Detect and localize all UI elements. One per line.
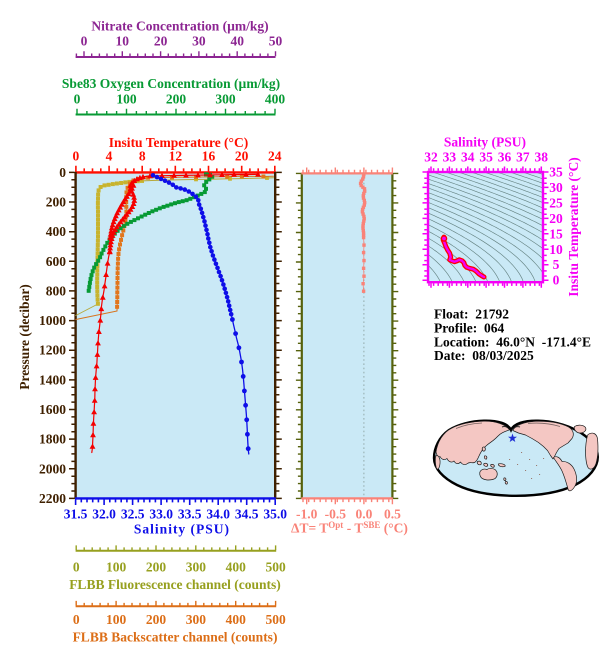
- svg-text:30: 30: [192, 34, 206, 49]
- svg-text:200: 200: [146, 560, 167, 575]
- svg-text:500: 500: [265, 612, 286, 627]
- svg-text:31.5: 31.5: [64, 507, 88, 522]
- svg-text:33: 33: [443, 150, 457, 165]
- svg-text:0: 0: [74, 92, 81, 107]
- svg-text:Sbe83 Oxygen Concentration (µm: Sbe83 Oxygen Concentration (µm/kg): [62, 76, 280, 91]
- svg-text:34.0: 34.0: [206, 507, 230, 522]
- svg-text:20: 20: [235, 149, 249, 164]
- svg-text:0: 0: [59, 165, 66, 180]
- svg-text:25: 25: [549, 195, 563, 210]
- svg-text:1200: 1200: [39, 343, 66, 358]
- svg-text:Pressure (decibar): Pressure (decibar): [17, 284, 32, 390]
- svg-text:600: 600: [46, 254, 67, 269]
- svg-text:300: 300: [186, 612, 207, 627]
- svg-text:32.5: 32.5: [121, 507, 145, 522]
- svg-text:24: 24: [268, 149, 282, 164]
- svg-text:ΔT= TOpt - TSBE (°C): ΔT= TOpt - TSBE (°C): [291, 520, 408, 536]
- svg-text:4: 4: [106, 149, 113, 164]
- svg-text:40: 40: [230, 34, 244, 49]
- svg-text:0: 0: [73, 560, 80, 575]
- svg-text:0: 0: [73, 612, 80, 627]
- svg-text:200: 200: [146, 612, 167, 627]
- svg-text:Location: 46.0°N -171.4°E: Location: 46.0°N -171.4°E: [434, 334, 591, 349]
- svg-text:FLBB Fluorescence channel (cou: FLBB Fluorescence channel (counts): [69, 577, 281, 592]
- svg-text:10: 10: [549, 242, 563, 257]
- svg-text:0: 0: [73, 149, 80, 164]
- svg-text:100: 100: [116, 92, 137, 107]
- svg-text:Nitrate Concentration (µm/kg): Nitrate Concentration (µm/kg): [91, 19, 268, 34]
- svg-text:400: 400: [265, 92, 286, 107]
- svg-text:35: 35: [549, 164, 563, 179]
- svg-text:800: 800: [46, 283, 67, 298]
- svg-text:400: 400: [226, 612, 247, 627]
- svg-text:Profile: 064: Profile: 064: [434, 320, 504, 335]
- svg-text:-1.0: -1.0: [296, 507, 318, 522]
- svg-text:50: 50: [269, 34, 283, 49]
- svg-text:15: 15: [549, 226, 563, 241]
- svg-text:38: 38: [535, 150, 549, 165]
- svg-text:2000: 2000: [39, 461, 66, 476]
- svg-text:Salinity (PSU): Salinity (PSU): [444, 135, 526, 150]
- svg-text:10: 10: [116, 34, 130, 49]
- svg-text:12: 12: [169, 149, 183, 164]
- svg-text:300: 300: [215, 92, 236, 107]
- svg-text:33.0: 33.0: [149, 507, 173, 522]
- svg-text:0: 0: [553, 273, 560, 288]
- svg-text:5: 5: [553, 257, 560, 272]
- svg-text:FLBB Backscatter channel (coun: FLBB Backscatter channel (counts): [73, 630, 278, 645]
- svg-text:20: 20: [549, 211, 563, 226]
- svg-text:35.0: 35.0: [263, 507, 287, 522]
- svg-text:20: 20: [154, 34, 168, 49]
- svg-text:Insitu Temperature (°C): Insitu Temperature (°C): [109, 135, 248, 150]
- svg-text:100: 100: [106, 612, 127, 627]
- svg-text:1400: 1400: [39, 372, 66, 387]
- svg-text:400: 400: [46, 224, 67, 239]
- svg-text:8: 8: [139, 149, 146, 164]
- svg-text:36: 36: [498, 150, 512, 165]
- svg-text:Float: 21792: Float: 21792: [434, 307, 509, 322]
- svg-text:33.5: 33.5: [178, 507, 202, 522]
- svg-text:1600: 1600: [39, 402, 66, 417]
- svg-text:100: 100: [106, 560, 127, 575]
- svg-text:0.0: 0.0: [355, 507, 372, 522]
- svg-text:2200: 2200: [39, 491, 66, 506]
- svg-text:32: 32: [424, 150, 438, 165]
- svg-text:200: 200: [46, 195, 67, 210]
- svg-text:16: 16: [202, 149, 216, 164]
- svg-text:500: 500: [265, 560, 286, 575]
- svg-text:Insitu Temperature (°C): Insitu Temperature (°C): [566, 157, 581, 296]
- svg-text:400: 400: [226, 560, 247, 575]
- svg-text:34.5: 34.5: [235, 507, 259, 522]
- svg-text:1800: 1800: [39, 432, 66, 447]
- svg-text:34: 34: [461, 150, 475, 165]
- svg-text:30: 30: [549, 180, 563, 195]
- svg-text:Date: 08/03/2025: Date: 08/03/2025: [434, 348, 534, 363]
- svg-text:37: 37: [516, 150, 530, 165]
- svg-text:1000: 1000: [39, 313, 66, 328]
- svg-text:200: 200: [166, 92, 187, 107]
- svg-text:300: 300: [186, 560, 207, 575]
- svg-text:-0.5: -0.5: [325, 507, 347, 522]
- svg-text:0.5: 0.5: [384, 507, 401, 522]
- svg-text:0: 0: [81, 34, 88, 49]
- svg-text:Salinity (PSU): Salinity (PSU): [134, 522, 230, 537]
- svg-text:35: 35: [479, 150, 493, 165]
- svg-text:32.0: 32.0: [92, 507, 116, 522]
